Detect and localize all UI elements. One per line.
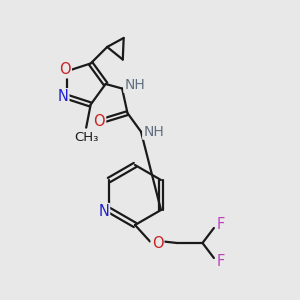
Text: NH: NH [124,78,145,92]
Text: N: N [98,204,109,219]
Text: O: O [59,62,71,77]
Text: F: F [216,217,225,232]
Text: O: O [152,236,163,250]
Text: O: O [94,114,105,129]
Text: CH₃: CH₃ [74,131,98,144]
Text: NH: NH [143,125,164,139]
Text: N: N [58,89,68,104]
Text: F: F [216,254,225,269]
